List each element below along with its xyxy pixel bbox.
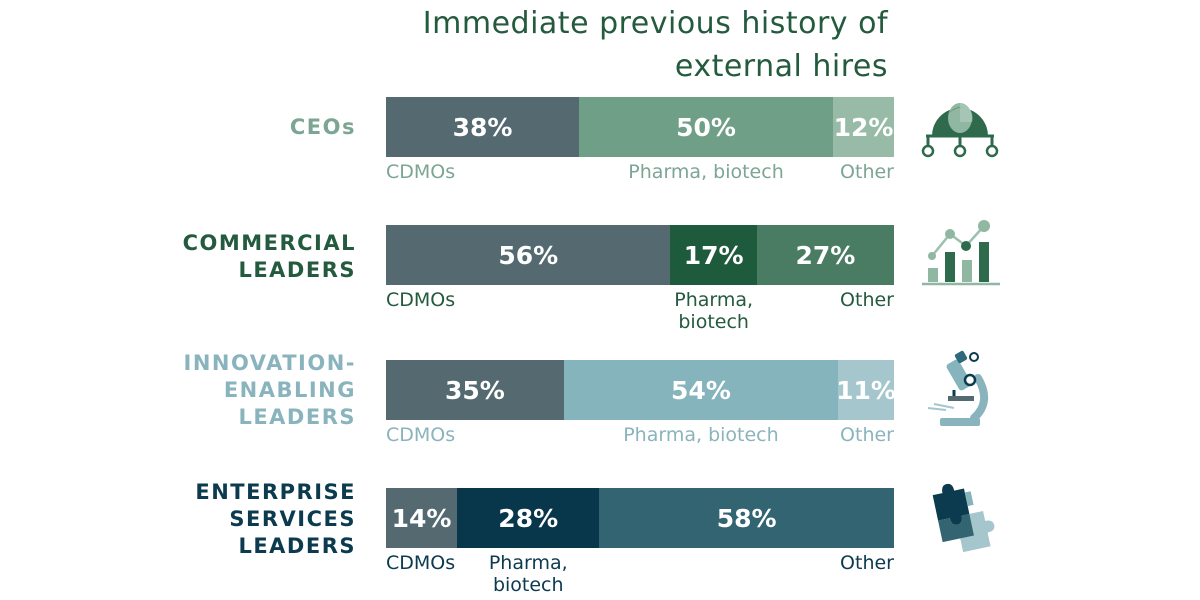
chart-title-line-2: external hires: [674, 49, 888, 84]
segment-category-line: CDMOs: [386, 161, 456, 183]
segment-category-line: biotech: [492, 574, 564, 596]
segment-category-line: Other: [840, 424, 894, 446]
chart-title: Immediate previous history of external h…: [328, 2, 888, 88]
microscope-icon: [927, 350, 988, 426]
bar-segment: 54%: [563, 360, 839, 420]
chart-title-line-1: Immediate previous history of: [422, 6, 888, 41]
row-label: CEOs: [76, 114, 356, 141]
data-label: 54%: [671, 375, 731, 405]
row-label-line: LEADERS: [238, 404, 356, 429]
segment-category-line: Other: [840, 552, 894, 574]
puzzle-icon: [932, 483, 995, 553]
segment-category-line: biotech: [678, 311, 749, 333]
data-label: 50%: [676, 112, 736, 142]
segment-category-label: CDMOs: [386, 424, 455, 446]
bar-segment: 56%: [386, 225, 671, 285]
bar-segment: 27%: [756, 225, 894, 285]
bar-segment: 28%: [457, 488, 600, 548]
stacked-bar: 38% 50% 12%: [386, 97, 894, 157]
bar-segment: 17%: [670, 225, 757, 285]
segment-category-line: Pharma, biotech: [628, 161, 784, 183]
stacked-bar: 14% 28% 58%: [386, 488, 894, 548]
bar-segment: 11%: [836, 360, 896, 420]
segment-category-line: Pharma, biotech: [623, 424, 779, 446]
segment-category-line: CDMOs: [386, 552, 456, 574]
bar-segment: 58%: [599, 488, 894, 548]
segment-category-label: CDMOs: [386, 289, 455, 311]
segment-category-label: Other: [840, 552, 894, 574]
segment-category-line: CDMOs: [386, 424, 456, 446]
growth-chart-icon: [922, 220, 1000, 286]
row-label-line: ENABLING: [223, 377, 356, 402]
row-label-line: LEADERS: [238, 258, 356, 282]
bar-segment: 12%: [833, 97, 894, 157]
bar-segment: 35%: [386, 360, 564, 420]
row-label-line: CEOs: [289, 114, 356, 139]
data-label: 12%: [833, 112, 894, 142]
bar-segment: 38%: [386, 97, 580, 157]
data-label: 35%: [444, 375, 505, 405]
segment-category-line: Pharma,: [488, 552, 568, 574]
segment-category-line: CDMOs: [386, 289, 456, 311]
data-label: 14%: [391, 503, 452, 533]
data-label: 28%: [498, 503, 559, 533]
segment-category-label: CDMOs: [386, 161, 455, 183]
row-label: ENTERPRISE SERVICES LEADERS: [76, 479, 356, 560]
segment-category-label: Other: [840, 289, 894, 311]
segment-category-label: Pharma, biotech: [591, 424, 811, 446]
data-label: 58%: [716, 503, 777, 533]
row-label-line: SERVICES: [229, 506, 356, 531]
data-label: 11%: [836, 375, 896, 405]
segment-category-label: Other: [840, 161, 894, 183]
data-label: 17%: [683, 240, 744, 270]
bar-segment: 50%: [579, 97, 834, 157]
data-label: 27%: [795, 240, 856, 270]
segment-category-label: Other: [840, 424, 894, 446]
bar-segment: 14%: [386, 488, 458, 548]
data-label: 56%: [498, 240, 559, 270]
segment-category-line: Other: [840, 289, 894, 311]
segment-category-label: Pharma, biotech: [418, 552, 638, 596]
row-label-line: ENTERPRISE: [195, 479, 356, 504]
row-label-line: COMMERCIAL: [182, 231, 356, 255]
network-person-icon: [921, 103, 999, 158]
segment-category-label: Pharma, biotech: [604, 289, 824, 333]
segment-category-label: Pharma, biotech: [596, 161, 816, 183]
row-label: COMMERCIAL LEADERS: [76, 230, 356, 284]
stacked-bar: 35% 54% 11%: [386, 360, 896, 420]
row-label-line: INNOVATION-: [183, 350, 356, 375]
segment-category-label: CDMOs: [386, 552, 455, 574]
data-label: 38%: [452, 112, 513, 142]
segment-category-line: Other: [840, 161, 894, 183]
row-label-line: LEADERS: [238, 533, 356, 558]
row-label: INNOVATION- ENABLING LEADERS: [76, 350, 356, 431]
segment-category-line: Pharma,: [674, 289, 754, 311]
stacked-bar: 56% 17% 27%: [386, 225, 894, 285]
